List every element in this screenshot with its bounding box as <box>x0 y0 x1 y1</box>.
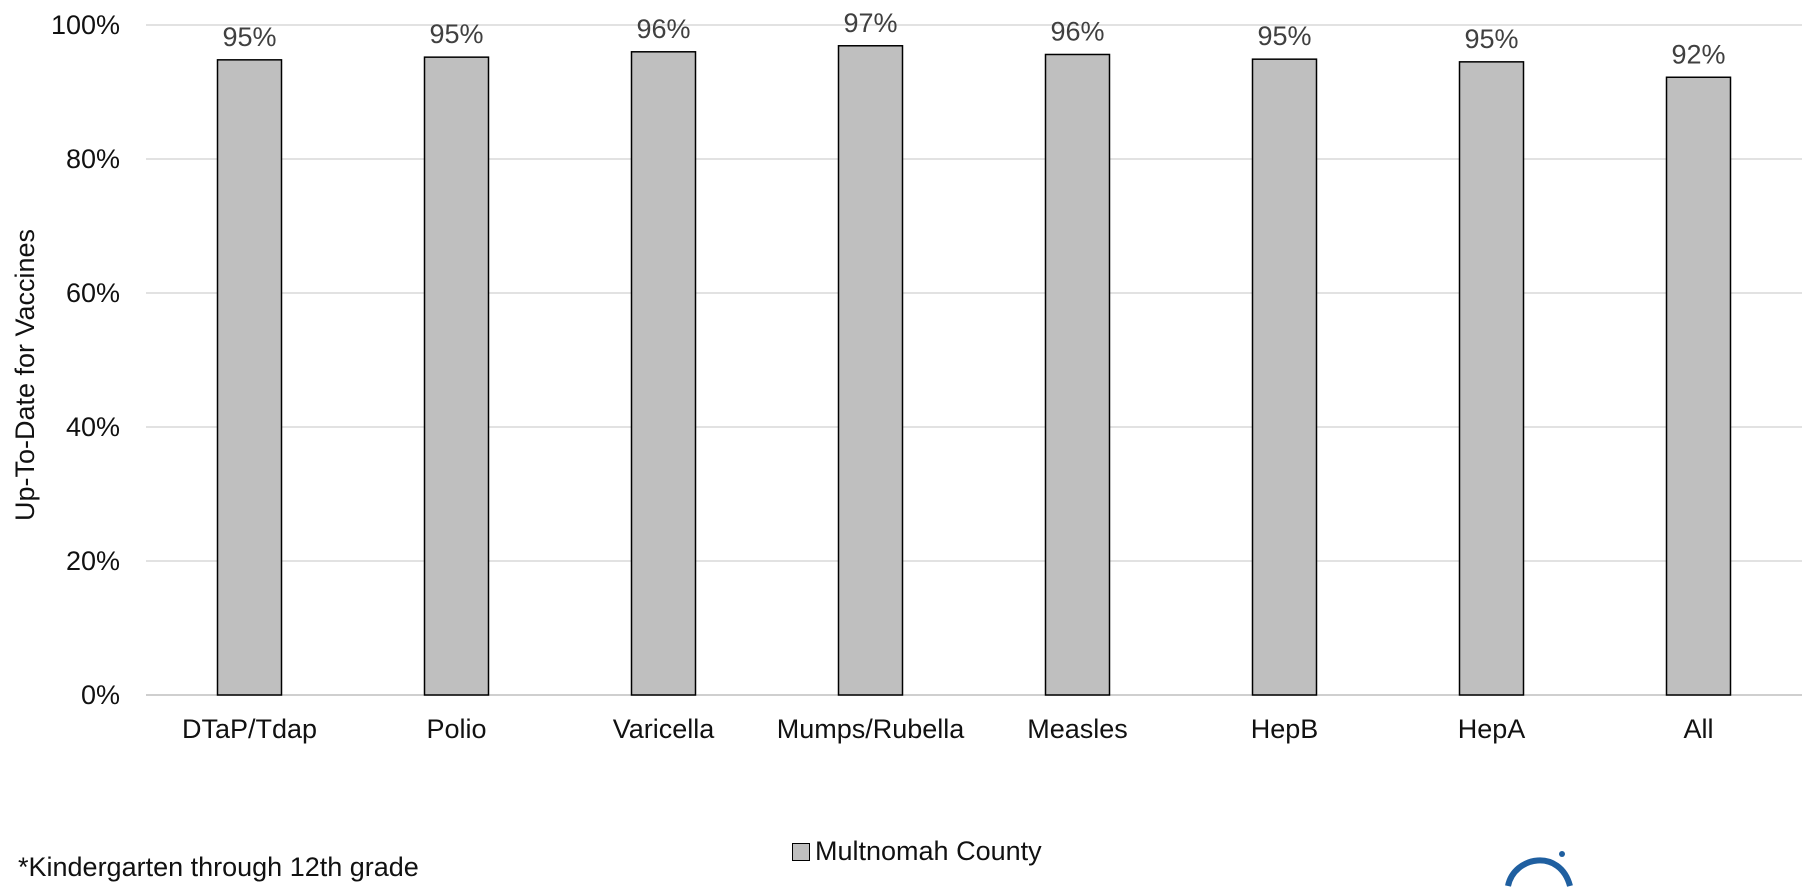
bar <box>216 59 283 696</box>
category-label: HepA <box>1458 714 1526 744</box>
legend-swatch <box>792 842 810 861</box>
bar <box>837 45 904 696</box>
bar <box>1458 61 1525 696</box>
y-tick-label: 60% <box>66 278 120 308</box>
county-logo <box>1505 851 1573 887</box>
bar <box>1665 76 1732 696</box>
category-label: Measles <box>1027 714 1128 744</box>
legend: Multnomah County <box>792 836 1042 867</box>
bar-chart: 0%20%40%60%80%100% 95% 95% 96% 97% 96% 95% 95%… <box>10 8 1802 744</box>
data-label: 97% <box>843 8 897 38</box>
category-label: Polio <box>426 714 486 744</box>
y-tick-label: 80% <box>66 144 120 174</box>
data-label: 95% <box>1464 24 1518 54</box>
category-label: HepB <box>1251 714 1319 744</box>
category-label: Mumps/Rubella <box>777 714 966 744</box>
legend-label: Multnomah County <box>815 836 1042 866</box>
y-tick-label: 0% <box>81 680 120 710</box>
data-label: 92% <box>1671 39 1725 69</box>
data-label: 95% <box>1257 21 1311 51</box>
y-tick-label: 100% <box>51 10 120 40</box>
bar <box>1044 53 1111 696</box>
y-tick-label: 20% <box>66 546 120 576</box>
grid-lines <box>146 24 1802 696</box>
category-label: Varicella <box>613 714 716 744</box>
footnote: *Kindergarten through 12th grade <box>18 852 419 882</box>
data-labels: 95% 95% 96% 97% 96% 95% 95% 92% <box>222 8 1725 69</box>
data-label: 95% <box>429 19 483 49</box>
bar <box>423 56 490 696</box>
data-label: 96% <box>1050 16 1104 46</box>
category-label: DTaP/Tdap <box>182 714 317 744</box>
y-axis-title: Up-To-Date for Vaccines <box>10 229 40 521</box>
y-tick-label: 40% <box>66 412 120 442</box>
category-label: All <box>1683 714 1713 744</box>
bars <box>216 45 1732 696</box>
bar <box>630 51 697 696</box>
y-tick-labels: 0% 20% 40% 60% 80% 100% <box>51 10 120 710</box>
category-labels: DTaP/Tdap Polio Varicella Mumps/Rubella Meas… <box>182 714 1714 744</box>
data-label: 95% <box>222 22 276 52</box>
data-label: 96% <box>636 14 690 44</box>
bar <box>1251 58 1318 696</box>
